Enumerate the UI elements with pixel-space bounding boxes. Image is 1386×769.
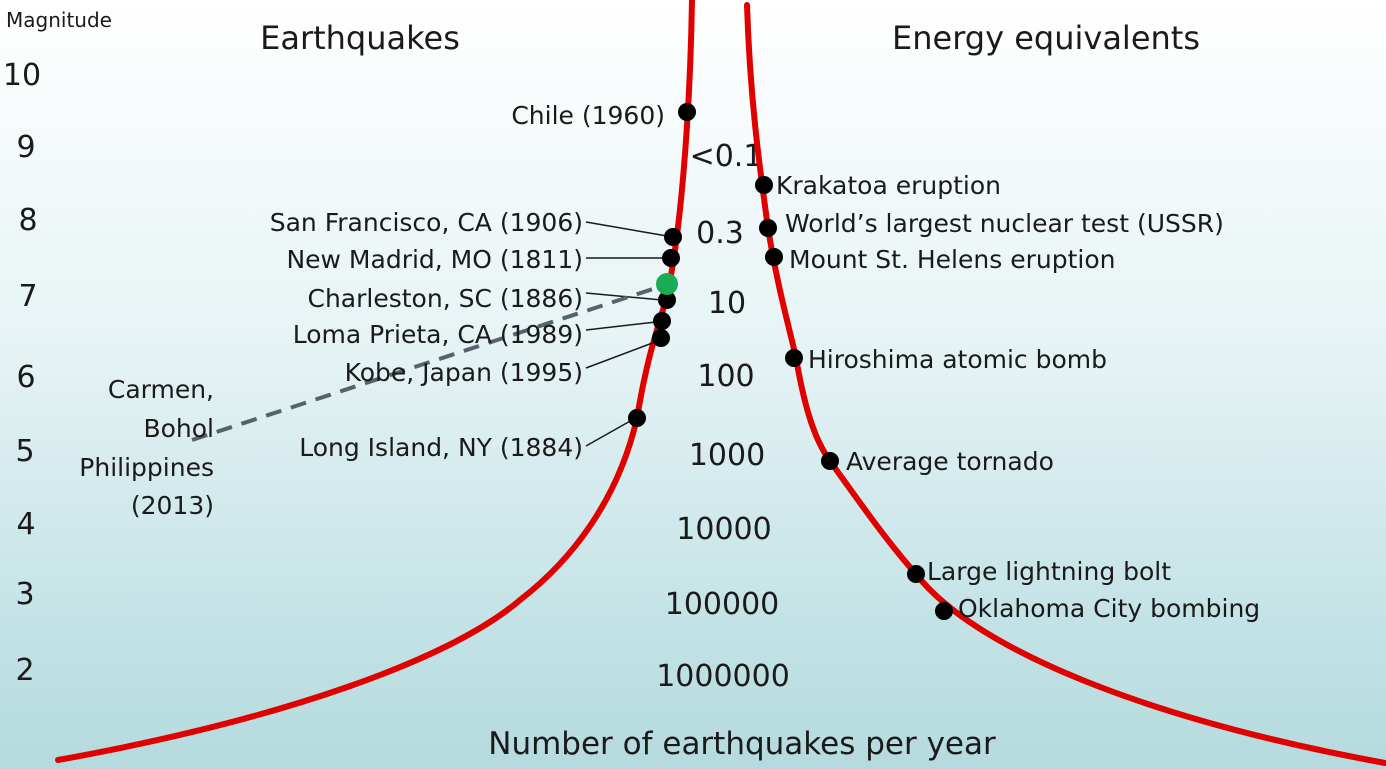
energy-markers — [755, 176, 953, 620]
energy-point — [755, 176, 773, 194]
magnitude-label: 5 — [15, 434, 34, 469]
earthquake-label: New Madrid, MO (1811) — [286, 245, 583, 274]
bohol-label-line: Bohol — [143, 414, 214, 443]
earthquake-label: Loma Prieta, CA (1989) — [293, 320, 583, 349]
earthquake-leaders — [585, 221, 668, 447]
earthquake-label: Kobe, Japan (1995) — [345, 358, 583, 387]
bohol-dashed-leader — [191, 284, 663, 442]
energy-point — [785, 349, 803, 367]
frequency-label: 1000 — [689, 438, 765, 473]
energy-label: Large lightning bolt — [927, 557, 1171, 586]
x-axis-caption: Number of earthquakes per year — [488, 726, 996, 762]
leader-line — [585, 341, 656, 369]
magnitude-scale: 10 9 8 7 6 5 4 3 2 — [3, 58, 41, 688]
earthquake-labels: Chile (1960) San Francisco, CA (1906) Ne… — [270, 101, 665, 462]
magnitude-header: Magnitude — [6, 8, 112, 32]
frequency-label: 0.3 — [696, 216, 744, 251]
right-title: Energy equivalents — [892, 19, 1200, 57]
magnitude-label: 2 — [15, 653, 34, 688]
leader-line — [585, 321, 657, 331]
leader-line — [585, 221, 668, 237]
frequency-column: <0.1 0.3 10 100 1000 10000 100000 100000… — [656, 139, 790, 694]
earthquake-point — [653, 312, 671, 330]
left-title: Earthquakes — [260, 19, 460, 57]
earthquake-label: Charleston, SC (1886) — [308, 284, 584, 313]
magnitude-label: 8 — [18, 203, 37, 238]
earthquake-point — [628, 409, 646, 427]
earthquake-point — [664, 228, 682, 246]
frequency-label: 1000000 — [656, 659, 790, 694]
bohol-label-line: Philippines — [79, 453, 214, 482]
leader-line — [585, 419, 633, 447]
energy-label: Oklahoma City bombing — [958, 594, 1260, 623]
energy-label: Mount St. Helens eruption — [789, 245, 1115, 274]
energy-point — [935, 602, 953, 620]
magnitude-label: 7 — [18, 279, 37, 314]
energy-labels: Krakatoa eruption World’s largest nuclea… — [776, 171, 1260, 623]
earthquake-label: San Francisco, CA (1906) — [270, 208, 583, 237]
frequency-label: 100000 — [665, 587, 780, 622]
bohol-highlight-point — [656, 273, 678, 295]
energy-point — [907, 565, 925, 583]
earthquake-label: Chile (1960) — [511, 101, 665, 130]
magnitude-label: 6 — [16, 360, 35, 395]
energy-point — [759, 219, 777, 237]
earthquake-point — [658, 291, 676, 309]
bohol-label-line: Carmen, — [108, 375, 214, 404]
frequency-label: 10000 — [676, 512, 771, 547]
energy-point — [821, 452, 839, 470]
magnitude-label: 4 — [16, 507, 35, 542]
earthquake-frequency-curve — [55, 0, 695, 763]
frequency-label: 100 — [697, 359, 754, 394]
earthquake-markers — [628, 103, 696, 427]
magnitude-label: 9 — [16, 130, 35, 165]
magnitude-label: 3 — [15, 577, 34, 612]
energy-label: Average tornado — [846, 447, 1054, 476]
energy-equivalent-curve — [744, 2, 1386, 766]
frequency-label: <0.1 — [690, 139, 763, 174]
energy-label: Hiroshima atomic bomb — [808, 345, 1107, 374]
magnitude-label: 10 — [3, 58, 41, 93]
energy-point — [765, 248, 783, 266]
energy-label: Krakatoa eruption — [776, 171, 1001, 200]
bohol-label-line: (2013) — [131, 491, 214, 520]
earthquake-point — [678, 103, 696, 121]
earthquake-label: Long Island, NY (1884) — [299, 433, 583, 462]
earthquake-point — [652, 329, 670, 347]
frequency-label: 10 — [708, 286, 746, 321]
energy-label: World’s largest nuclear test (USSR) — [785, 209, 1224, 238]
earthquake-point — [662, 249, 680, 267]
bohol-label: Carmen, Bohol Philippines (2013) — [79, 375, 214, 520]
